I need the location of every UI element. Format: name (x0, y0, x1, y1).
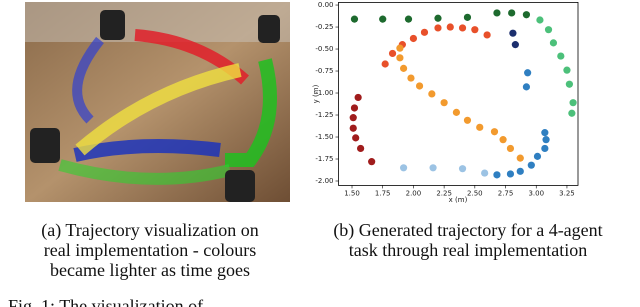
point (557, 52, 565, 60)
point (349, 124, 357, 132)
point (399, 164, 408, 172)
point (352, 134, 360, 142)
caption-b-line: task through real implementation (349, 240, 587, 260)
point (463, 13, 472, 21)
figure-caption: Fig. 1: The visualization of (8, 296, 203, 307)
point (407, 74, 415, 82)
point (452, 108, 461, 116)
point (471, 26, 479, 34)
point (350, 104, 359, 112)
point (493, 171, 501, 179)
point (509, 29, 517, 37)
point (565, 80, 574, 88)
point (409, 34, 418, 43)
point (476, 123, 484, 131)
point (544, 26, 553, 34)
point (420, 28, 429, 36)
y-tick-label: -1.00 (315, 89, 333, 97)
point (396, 54, 404, 62)
x-tick-label: 3.00 (528, 189, 544, 197)
point (357, 144, 365, 153)
y-tick-label: -1.25 (315, 111, 333, 119)
x-tick-label: 2.00 (406, 189, 422, 197)
point (483, 31, 491, 39)
point (349, 114, 357, 122)
point (434, 14, 442, 22)
point (368, 158, 376, 166)
caption-a-line: became lighter as time goes (50, 260, 250, 280)
y-tick-label: -2.00 (315, 177, 333, 185)
point (516, 167, 524, 175)
point (428, 90, 436, 98)
x-tick-label: 1.50 (344, 189, 360, 197)
caption-a-line: real implementation - colours (44, 240, 256, 260)
point (541, 144, 549, 153)
point (568, 109, 576, 117)
point (446, 23, 454, 31)
point (434, 24, 442, 32)
photo (25, 2, 290, 202)
point (481, 169, 489, 177)
point (440, 99, 448, 107)
point (533, 152, 542, 160)
y-tick-label: -1.75 (315, 155, 333, 163)
point (508, 9, 516, 17)
point (350, 15, 359, 23)
point (381, 60, 389, 68)
point (506, 170, 515, 178)
point (541, 129, 549, 137)
point (388, 49, 397, 58)
point (458, 24, 467, 32)
y-tick-label: -0.75 (315, 67, 333, 75)
point (536, 16, 544, 24)
point (399, 64, 408, 72)
point (493, 9, 501, 17)
x-tick-label: 2.50 (467, 189, 483, 197)
caption-a-line: (a) Trajectory visualization on (41, 220, 258, 241)
point (549, 39, 558, 47)
point (542, 136, 550, 144)
point (563, 66, 571, 74)
caption-b-line: (b) Generated trajectory for a 4-agent (333, 220, 602, 241)
scatter-plot: x (m) y (m) 1.50 1.75 2.00 2.25 2.50 2.75 3.00… (312, 1, 579, 204)
plot-frame (338, 2, 579, 186)
point (429, 164, 437, 172)
point (490, 128, 499, 136)
point (516, 154, 524, 162)
point (354, 93, 362, 102)
x-tick-label: 1.75 (375, 189, 391, 197)
x-tick-label: 3.25 (559, 189, 575, 197)
point (522, 83, 531, 91)
point (506, 144, 515, 153)
point (463, 116, 472, 124)
y-tick-label: -0.50 (315, 45, 333, 53)
x-tick-label: 2.25 (436, 189, 452, 197)
captions: (a) Trajectory visualization on real imp… (8, 220, 603, 307)
point (524, 69, 532, 77)
point (415, 82, 424, 90)
point (499, 136, 507, 144)
point (522, 11, 531, 19)
x-axis-label: x (m) (449, 196, 468, 204)
y-tick-label: -0.25 (315, 23, 333, 31)
y-tick-label: 0.00 (318, 1, 334, 9)
point (379, 15, 387, 23)
y-tick-label: -1.50 (315, 133, 333, 141)
point (511, 41, 519, 49)
point (396, 44, 404, 52)
point (404, 15, 413, 23)
y-axis-label: y (m) (312, 84, 320, 103)
point (527, 161, 535, 169)
point (569, 99, 577, 107)
x-tick-label: 2.75 (498, 189, 514, 197)
point (458, 165, 467, 173)
